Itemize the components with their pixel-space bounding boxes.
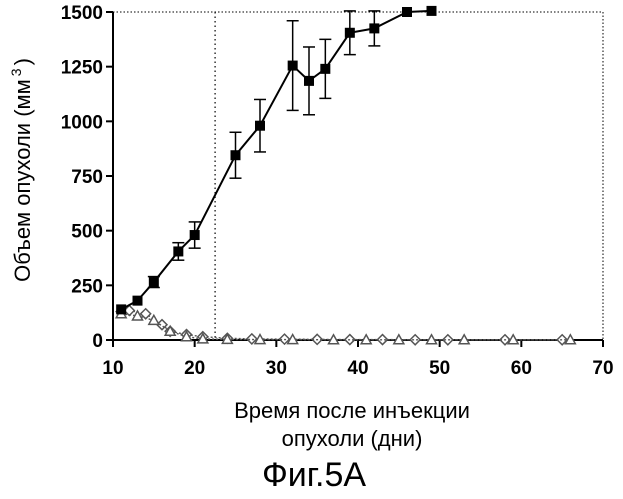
x-axis-title-line-1: Время после инъекции [234, 398, 470, 423]
x-tick-label-2: 30 [266, 358, 287, 379]
point-control-0 [116, 304, 126, 314]
x-tick-label-4: 50 [429, 358, 450, 379]
y-axis-title-superscript: 3 [8, 68, 24, 76]
y-axis-title-text: Объем опухоли (мм [10, 79, 35, 282]
series-control [116, 6, 436, 314]
point-control-3 [173, 246, 183, 256]
point-control-11 [369, 23, 379, 33]
point-control-7 [288, 61, 298, 71]
point-control-8 [304, 76, 314, 86]
plot-area [113, 12, 603, 340]
y-tick-label-3: 750 [71, 167, 103, 188]
point-control-2 [149, 277, 159, 287]
figure-caption: Фиг.5А [262, 456, 366, 494]
axes: 0 250 500 750 1000 1250 1500 10 20 30 40 50 60 70 [61, 3, 614, 379]
x-tick-label-5: 60 [511, 358, 532, 379]
y-tick-label-0: 0 [92, 331, 103, 352]
y-tick-label-6: 1500 [61, 3, 103, 24]
point-control-4 [190, 230, 200, 240]
point-treated-1-13 [410, 335, 420, 345]
series-line-control [121, 11, 431, 309]
tumor-volume-chart: 0 250 500 750 1000 1250 1500 10 20 30 40 50 60 70 Вре… [0, 0, 623, 499]
point-control-6 [255, 121, 265, 131]
y-axis-title-close: ) [10, 58, 35, 65]
x-tick-label-6: 70 [592, 358, 613, 379]
point-control-5 [231, 150, 241, 160]
y-tick-label-5: 1250 [61, 58, 103, 79]
x-tick-label-3: 40 [347, 358, 368, 379]
point-control-12 [402, 7, 412, 17]
point-control-10 [345, 28, 355, 38]
y-tick-label-2: 500 [71, 222, 103, 243]
point-control-13 [427, 6, 437, 16]
y-axis-title: Объем опухоли (мм 3) [8, 58, 35, 282]
point-control-9 [320, 64, 330, 74]
x-tick-label-1: 20 [184, 358, 205, 379]
data-series [116, 6, 575, 345]
y-tick-label-1: 250 [71, 276, 103, 297]
x-tick-label-0: 10 [102, 358, 123, 379]
point-control-1 [133, 296, 143, 306]
y-tick-label-4: 1000 [61, 112, 103, 133]
x-axis-title-line-2: опухоли (дни) [282, 426, 423, 451]
